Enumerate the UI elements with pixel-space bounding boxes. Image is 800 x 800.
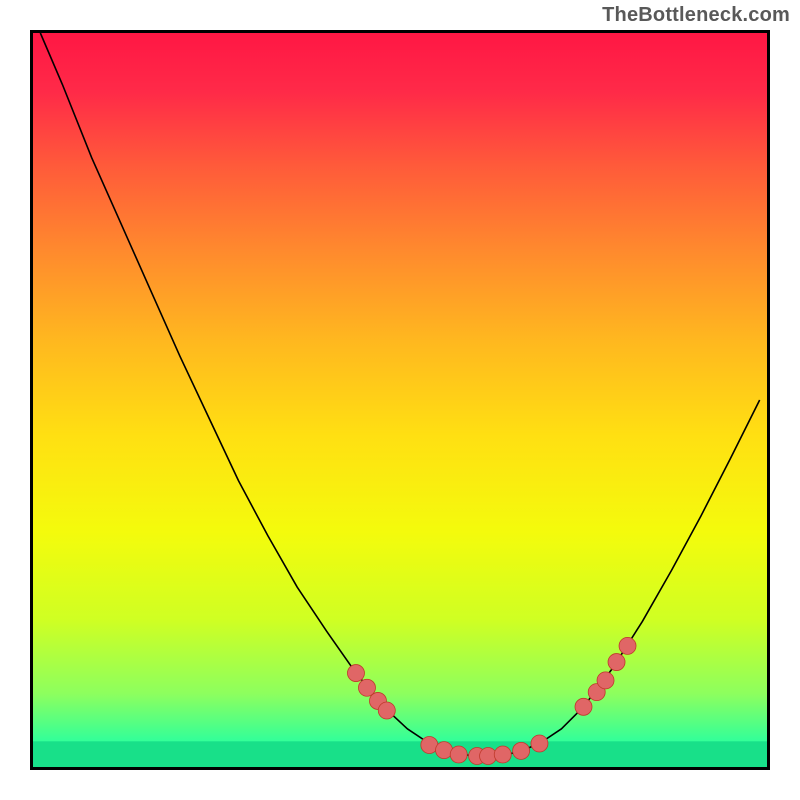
watermark-text: TheBottleneck.com <box>602 4 790 27</box>
chart-svg-layer <box>0 0 800 800</box>
marker-point <box>608 654 625 671</box>
marker-point <box>575 698 592 715</box>
marker-point <box>450 746 467 763</box>
green-bottom-band <box>33 741 767 767</box>
marker-point <box>378 702 395 719</box>
marker-point <box>619 637 636 654</box>
marker-point <box>597 672 614 689</box>
chart-canvas: TheBottleneck.com <box>0 0 800 800</box>
marker-point <box>513 742 530 759</box>
marker-point <box>531 735 548 752</box>
marker-point <box>347 665 364 682</box>
bottleneck-curve <box>40 33 759 756</box>
marker-point <box>494 746 511 763</box>
